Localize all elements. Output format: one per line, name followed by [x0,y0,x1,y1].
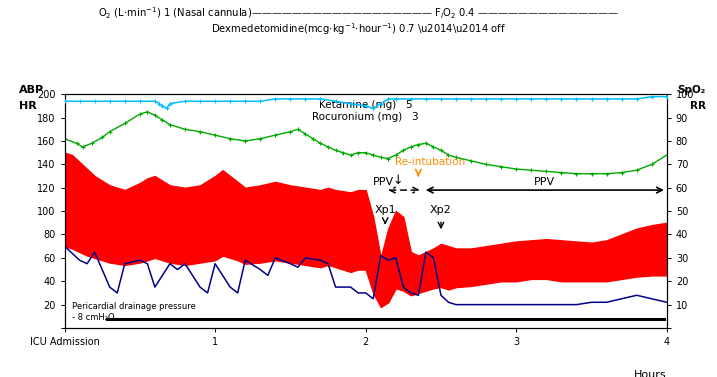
Text: Ketamine (mg)   5: Ketamine (mg) 5 [319,100,412,110]
Text: RR: RR [690,101,706,111]
Text: Dexmedetomidine(mcg$\cdot$kg$^{-1}$$\cdot$hour$^{-1}$) 0.7 \u2014\u2014 off: Dexmedetomidine(mcg$\cdot$kg$^{-1}$$\cdo… [211,21,506,37]
Text: O$_2$ (L$\cdot$min$^{-1}$) 1 (Nasal cannula)—————————————————— F$_I$O$_2$ 0.4 ——: O$_2$ (L$\cdot$min$^{-1}$) 1 (Nasal cann… [98,6,619,21]
Text: PPV: PPV [534,176,556,187]
Text: ↓: ↓ [392,173,402,187]
Text: SpO₂: SpO₂ [678,85,706,95]
Text: Xp2: Xp2 [430,205,452,215]
Text: HR: HR [19,101,37,111]
Text: Xp1: Xp1 [374,205,396,215]
Text: ABP: ABP [19,85,44,95]
Text: Re-intubation: Re-intubation [395,157,465,167]
Text: Hours: Hours [634,370,667,377]
Text: Rocuronium (mg)   3: Rocuronium (mg) 3 [313,112,419,122]
Text: PPV: PPV [373,176,394,187]
Text: Pericardial drainage pressure
- 8 cmH₂O: Pericardial drainage pressure - 8 cmH₂O [72,302,196,322]
